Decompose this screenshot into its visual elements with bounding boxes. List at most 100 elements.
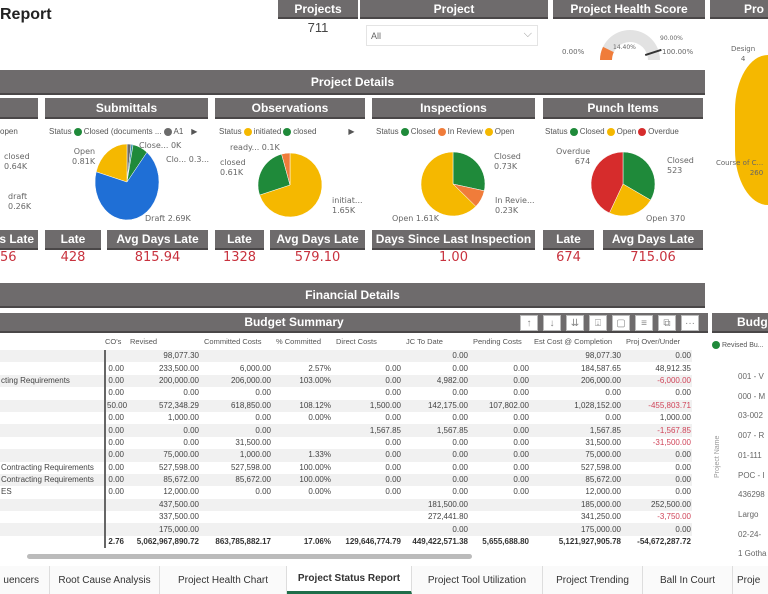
cell[interactable]: 0.00 [255, 388, 271, 398]
cell[interactable]: 75,000.00 [125, 449, 200, 462]
pie-slice-draft[interactable] [94, 151, 160, 221]
row-name[interactable]: cting Requirements [0, 374, 106, 388]
cell[interactable]: 337,500.00 [158, 512, 199, 522]
copy-icon[interactable]: ▢ [612, 315, 630, 331]
cell[interactable]: -455,803.71 [622, 399, 692, 412]
cell[interactable]: 0.00 [675, 388, 691, 398]
cell[interactable]: 100.00% [299, 462, 331, 472]
cell[interactable] [469, 498, 530, 512]
legend-next-icon[interactable]: ▶ [191, 127, 198, 136]
cell[interactable]: 0.00 [452, 487, 468, 497]
submittals-pie[interactable] [94, 143, 160, 221]
project-dropdown[interactable]: All ⌵ [366, 25, 538, 46]
cell[interactable]: 107,802.00 [469, 399, 530, 412]
inspections-pie[interactable] [420, 151, 486, 217]
pie-slice-closed[interactable] [622, 151, 656, 201]
observations-pie[interactable] [257, 152, 323, 218]
row-name[interactable]: Contracting Requirements [0, 461, 106, 474]
cell[interactable]: 0.00 [622, 523, 692, 536]
cell[interactable]: 0.00 [183, 388, 199, 398]
cell[interactable]: 0.00 [622, 449, 692, 462]
cell[interactable]: -54,672,287.72 [622, 535, 692, 549]
tab-ball-in-court[interactable]: Ball In Court [643, 566, 733, 594]
cell[interactable]: 0.00 [385, 413, 401, 423]
cell[interactable]: 0.00 [402, 523, 469, 536]
cell[interactable]: 4,982.00 [402, 374, 469, 388]
cell[interactable]: 341,250.00 [580, 512, 621, 522]
tab-project-tool-utilization[interactable]: Project Tool Utilization [412, 566, 543, 594]
cell[interactable]: 437,500.00 [125, 498, 200, 512]
tab-proje[interactable]: Proje [733, 566, 768, 594]
cell[interactable]: 527,598.00 [580, 462, 621, 472]
row-name[interactable] [0, 498, 106, 512]
cell[interactable]: 0.00 [402, 350, 469, 363]
cell[interactable]: 31,500.00 [585, 437, 621, 447]
cell[interactable]: 0.00 [385, 388, 401, 398]
cell[interactable]: 527,598.00 [230, 462, 271, 472]
column-header[interactable]: Direct Costs [336, 337, 377, 346]
cell[interactable]: 0.00 [402, 473, 469, 487]
cell[interactable]: 200,000.00 [125, 374, 200, 388]
cell[interactable] [469, 523, 530, 536]
cell[interactable]: 0.00 [105, 374, 125, 388]
cell[interactable]: 0.00 [513, 363, 529, 373]
cell[interactable] [105, 523, 125, 536]
row-name[interactable] [0, 436, 106, 450]
cell[interactable]: 0.00 [332, 449, 402, 462]
cell[interactable]: -31,500.00 [652, 437, 691, 447]
column-header[interactable]: % Committed [276, 337, 322, 346]
cell[interactable]: 175,000.00 [530, 523, 622, 536]
cell[interactable]: 0.00 [513, 462, 529, 472]
cell[interactable]: -1,567.85 [622, 424, 692, 437]
cell[interactable]: 863,785,882.17 [200, 535, 272, 549]
cell[interactable]: 5,121,927,905.78 [530, 535, 622, 549]
row-name[interactable] [0, 399, 106, 412]
cell[interactable]: 103.00% [272, 374, 332, 388]
column-header[interactable]: CO's [105, 337, 122, 346]
pie-slice-open[interactable] [609, 183, 652, 217]
cell[interactable]: 5,062,967,890.72 [125, 535, 200, 549]
cell[interactable]: 0.00 [402, 449, 469, 462]
cell[interactable]: 0.00 [255, 413, 271, 423]
cell[interactable]: 1,000.00 [167, 413, 199, 423]
cell[interactable]: 75,000.00 [530, 449, 622, 462]
cell[interactable]: 0.00 [469, 449, 530, 462]
cell[interactable]: 1,567.85 [332, 424, 402, 437]
cell[interactable]: 2.57% [308, 363, 331, 373]
cell[interactable]: 0.00 [469, 424, 530, 437]
cell[interactable] [272, 387, 332, 399]
cell[interactable]: 0.00 [513, 437, 529, 447]
cell[interactable]: 206,000.00 [200, 374, 272, 388]
cell[interactable] [200, 350, 272, 363]
cell[interactable]: 0.00 [622, 473, 692, 487]
row-name[interactable] [0, 449, 106, 462]
cell[interactable] [332, 523, 402, 536]
cell[interactable]: 0.00 [675, 462, 691, 472]
cell[interactable]: 0.00 [605, 413, 621, 423]
cell[interactable] [272, 498, 332, 512]
row-name[interactable] [0, 535, 106, 549]
cell[interactable]: 0.00% [308, 413, 331, 423]
cell[interactable]: 0.00 [385, 437, 401, 447]
cell[interactable]: 0.00 [675, 487, 691, 497]
row-name[interactable] [0, 411, 106, 425]
cell[interactable]: 175,000.00 [125, 523, 200, 536]
row-name[interactable] [0, 387, 106, 400]
cell[interactable]: 0.00 [108, 437, 124, 447]
cell[interactable] [200, 523, 272, 536]
tab-root-cause-analysis[interactable]: Root Cause Analysis [50, 566, 160, 594]
drill-icon[interactable]: ⍗ [589, 315, 607, 331]
cell[interactable] [272, 424, 332, 437]
cell[interactable]: 0.00 [108, 363, 124, 373]
cell[interactable]: 185,000.00 [530, 498, 622, 512]
cell[interactable]: 0.00 [452, 413, 468, 423]
cell[interactable]: 0.00 [105, 473, 125, 487]
cell[interactable]: 50.00 [105, 399, 127, 412]
cell[interactable]: 0.00 [200, 424, 272, 437]
pie-slice-overdue[interactable] [590, 151, 624, 214]
column-header[interactable]: Proj Over/Under [626, 337, 681, 346]
cell[interactable]: 184,587.65 [580, 363, 621, 373]
tab-project-trending[interactable]: Project Trending [543, 566, 643, 594]
cell[interactable]: 0.00 [105, 449, 125, 462]
cell[interactable]: 1,567.85 [530, 424, 622, 437]
